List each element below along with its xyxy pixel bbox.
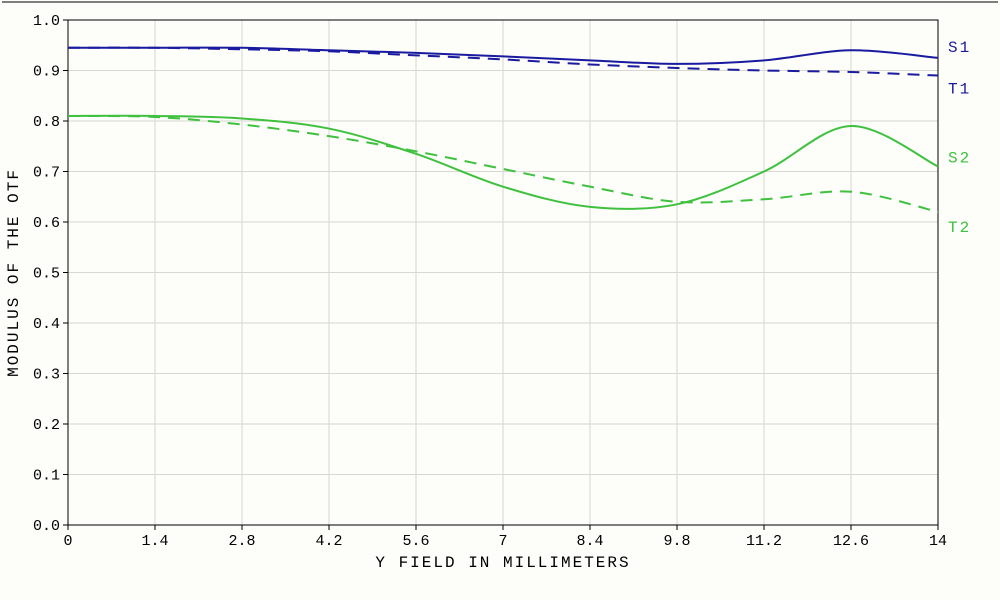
y-tick-label: 0.8 [33,114,60,131]
x-tick-label: 8.4 [576,533,603,550]
chart-background [0,0,1000,600]
y-tick-label: 0.7 [33,165,60,182]
series-label-t1: T1 [948,81,971,99]
x-tick-label: 1.4 [141,533,168,550]
x-tick-label: 7 [498,533,507,550]
series-label-t2: T2 [948,219,971,237]
y-tick-label: 0.0 [33,518,60,535]
x-axis-label: Y FIELD IN MILLIMETERS [375,554,630,572]
y-tick-label: 0.3 [33,367,60,384]
y-tick-label: 0.6 [33,215,60,232]
series-label-s1: S1 [948,39,971,57]
y-axis-label: MODULUS OF THE OTF [5,168,23,377]
x-tick-label: 12.6 [833,533,869,550]
x-tick-label: 9.8 [663,533,690,550]
chart-svg: S1 T1 S2 T2 0 1.4 2.8 4.2 5.6 7 8.4 9.8 11.2 12.6 14 0.… [0,0,1000,600]
otf-chart: S1 T1 S2 T2 0 1.4 2.8 4.2 5.6 7 8.4 9.8 11.2 12.6 14 0.… [0,0,1000,600]
x-tick-label: 0 [63,533,72,550]
x-tick-label: 5.6 [402,533,429,550]
x-tick-label: 4.2 [315,533,342,550]
x-tick-label: 11.2 [746,533,782,550]
y-tick-label: 1.0 [33,13,60,30]
x-tick-label: 2.8 [228,533,255,550]
y-tick-label: 0.1 [33,468,60,485]
y-tick-label: 0.9 [33,64,60,81]
y-tick-label: 0.2 [33,417,60,434]
series-label-s2: S2 [948,149,971,167]
x-tick-label: 14 [929,533,947,550]
y-tick-label: 0.5 [33,266,60,283]
y-tick-label: 0.4 [33,316,60,333]
